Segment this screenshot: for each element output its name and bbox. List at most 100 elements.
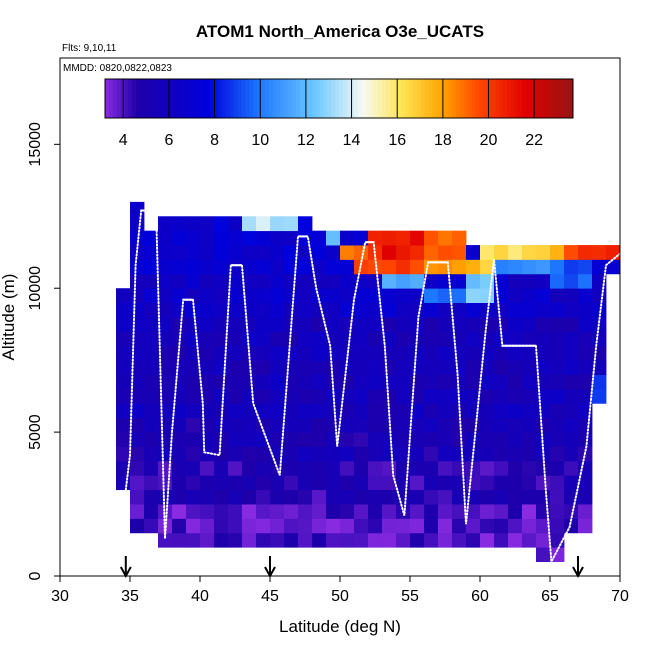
heatmap-cell xyxy=(438,360,453,375)
heatmap-cell xyxy=(172,230,187,246)
heatmap-cell xyxy=(396,345,411,361)
heatmap-cell xyxy=(550,403,565,419)
heatmap-cell xyxy=(116,460,131,476)
heatmap-cell xyxy=(284,475,299,491)
colorbar-swatch xyxy=(459,79,465,118)
colorbar-swatch xyxy=(144,79,149,118)
heatmap-cell xyxy=(228,388,243,404)
heatmap-cell xyxy=(256,403,271,419)
heatmap-cell xyxy=(312,360,327,375)
heatmap-cell xyxy=(326,489,341,505)
colorbar-swatch xyxy=(175,79,180,118)
heatmap-cell xyxy=(536,317,551,332)
heatmap-cell xyxy=(508,432,523,447)
heatmap-cell xyxy=(522,374,537,390)
heatmap-cell xyxy=(130,388,145,404)
heatmap-cell xyxy=(284,230,299,246)
heatmap-cell xyxy=(116,388,131,404)
heatmap-cell xyxy=(172,446,187,462)
heatmap-cell xyxy=(298,374,313,390)
heatmap-cell xyxy=(270,432,285,447)
heatmap-cell xyxy=(172,403,187,419)
heatmap-cell xyxy=(550,446,565,462)
heatmap-cell xyxy=(466,432,481,447)
heatmap-cell xyxy=(564,374,579,390)
heatmap-cell xyxy=(368,446,383,462)
latitude-arrow-head xyxy=(264,566,276,579)
heatmap-cell xyxy=(522,532,537,548)
colorbar-swatch xyxy=(561,79,566,118)
heatmap-cell xyxy=(340,417,355,433)
heatmap-cell xyxy=(424,288,439,304)
heatmap-cell xyxy=(242,302,257,318)
heatmap-cell xyxy=(522,388,537,404)
heatmap-cell xyxy=(298,489,313,505)
heatmap-cell xyxy=(578,288,593,304)
heatmap-cell xyxy=(256,302,271,318)
heatmap-cell xyxy=(550,345,565,361)
colorbar-swatch xyxy=(264,79,270,118)
heatmap-cell xyxy=(284,504,299,519)
colorbar-swatch xyxy=(105,79,110,118)
heatmap-cell xyxy=(312,460,327,476)
heatmap-cell xyxy=(438,302,453,318)
heatmap-cell xyxy=(242,245,257,260)
heatmap-cell xyxy=(228,432,243,447)
heatmap-cell xyxy=(200,216,215,232)
heatmap-cell xyxy=(508,460,523,476)
heatmap-cell xyxy=(438,388,453,404)
heatmap-cell xyxy=(242,460,257,476)
colorbar-swatch xyxy=(381,79,387,118)
heatmap-cell xyxy=(242,388,257,404)
heatmap-cell xyxy=(298,518,313,534)
colorbar-tick-label: 18 xyxy=(434,132,452,149)
x-tick-label: 60 xyxy=(471,588,489,605)
heatmap-cell xyxy=(410,230,425,246)
heatmap-cell xyxy=(200,302,215,318)
heatmap-cell xyxy=(564,446,579,462)
colorbar-swatch xyxy=(413,79,418,118)
heatmap-cell xyxy=(256,374,271,390)
heatmap-cell xyxy=(424,403,439,419)
heatmap-cell xyxy=(326,288,341,304)
heatmap-cell xyxy=(214,388,229,404)
heatmap-cell xyxy=(410,403,425,419)
heatmap-cell xyxy=(158,532,173,548)
heatmap-cell xyxy=(242,374,257,390)
heatmap-cell xyxy=(494,489,509,505)
heatmap-cell xyxy=(382,317,397,332)
heatmap-cell xyxy=(508,475,523,491)
heatmap-cell xyxy=(508,317,523,332)
heatmap-cell xyxy=(130,518,145,534)
heatmap-cell xyxy=(228,374,243,390)
heatmap-cell xyxy=(130,446,145,462)
heatmap-cell xyxy=(452,432,467,447)
heatmap-cell xyxy=(494,388,509,404)
heatmap-cell xyxy=(508,259,523,275)
colorbar-swatch xyxy=(128,79,133,118)
heatmap-cell xyxy=(564,460,579,476)
heatmap-cell xyxy=(354,374,369,390)
heatmap-cell xyxy=(466,518,481,534)
heatmap-cell xyxy=(606,259,621,275)
heatmap-cell xyxy=(550,360,565,375)
heatmap-cell xyxy=(424,360,439,375)
heatmap-cell xyxy=(480,518,495,534)
y-tick-label: 15000 xyxy=(27,122,44,167)
heatmap-cell xyxy=(270,518,285,534)
colorbar-swatch xyxy=(261,79,266,118)
colorbar-swatch xyxy=(444,79,449,118)
heatmap-cell xyxy=(550,475,565,491)
heatmap-cell xyxy=(144,245,159,260)
colorbar-tick-label: 22 xyxy=(525,132,543,149)
y-tick-label: 5000 xyxy=(27,414,44,450)
colorbar-swatch xyxy=(198,79,203,118)
heatmap-cell xyxy=(508,288,523,304)
heatmap-cell xyxy=(578,518,593,534)
heatmap-cell xyxy=(312,417,327,433)
heatmap-cell xyxy=(144,288,159,304)
x-tick-label: 55 xyxy=(401,588,419,605)
colorbar-swatch xyxy=(378,79,383,118)
heatmap-cell xyxy=(508,504,523,519)
heatmap-cell xyxy=(312,432,327,447)
